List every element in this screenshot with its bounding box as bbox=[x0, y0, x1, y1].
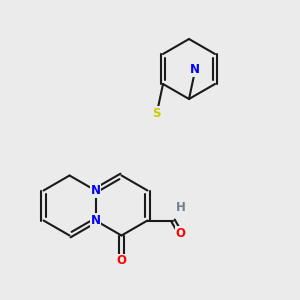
Text: O: O bbox=[116, 254, 127, 268]
Text: N: N bbox=[190, 63, 200, 76]
Text: N: N bbox=[91, 184, 100, 197]
Text: N: N bbox=[91, 214, 100, 227]
Text: S: S bbox=[152, 107, 161, 120]
Text: O: O bbox=[176, 227, 185, 240]
Text: H: H bbox=[176, 201, 185, 214]
